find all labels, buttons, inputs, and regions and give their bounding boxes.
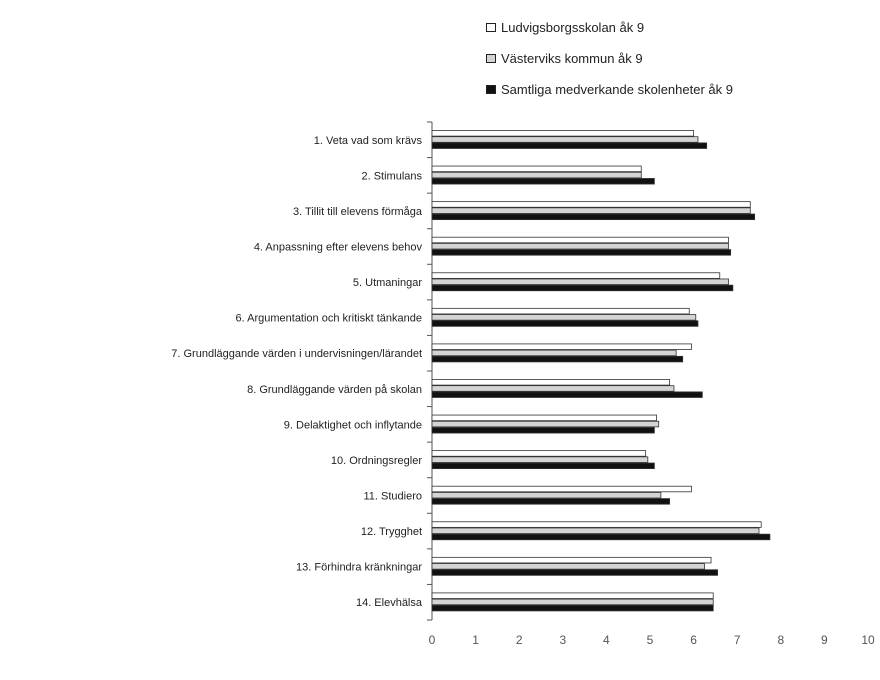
bar bbox=[431, 136, 699, 143]
bar bbox=[431, 284, 734, 292]
category-label: 10. Ordningsregler bbox=[331, 455, 422, 467]
x-tick-label: 9 bbox=[821, 633, 828, 647]
x-tick-label: 6 bbox=[690, 633, 697, 647]
category-label: 2. Stimulans bbox=[361, 170, 422, 182]
legend-label: Ludvigsborgsskolan åk 9 bbox=[501, 20, 645, 35]
category-label: 9. Delaktighet och inflytande bbox=[284, 419, 422, 431]
category-label: 4. Anpassning efter elevens behov bbox=[254, 242, 423, 254]
category-label: 6. Argumentation och kritiskt tänkande bbox=[236, 313, 423, 325]
x-tick-label: 5 bbox=[647, 633, 654, 647]
bar bbox=[431, 556, 712, 564]
bar bbox=[431, 379, 671, 386]
bar bbox=[431, 569, 718, 576]
bar bbox=[431, 414, 657, 422]
bar bbox=[431, 201, 751, 208]
bar bbox=[431, 498, 671, 505]
category-label: 7. Grundläggande värden i undervisningen… bbox=[171, 348, 422, 360]
bar bbox=[431, 604, 714, 612]
category-label: 12. Trygghet bbox=[361, 526, 422, 538]
x-tick-label: 0 bbox=[429, 633, 436, 647]
bar bbox=[431, 343, 692, 350]
bar bbox=[431, 485, 692, 493]
bar bbox=[431, 178, 655, 185]
bar bbox=[431, 130, 695, 137]
bar bbox=[431, 533, 771, 541]
bar bbox=[431, 349, 677, 357]
bar bbox=[431, 171, 642, 179]
legend-swatch-samtliga bbox=[486, 85, 496, 94]
legend-label: Västerviks kommun åk 9 bbox=[501, 51, 643, 66]
bar bbox=[431, 563, 705, 570]
x-tick-label: 8 bbox=[777, 633, 784, 647]
x-tick-label: 10 bbox=[861, 633, 875, 647]
bar bbox=[431, 278, 729, 285]
bar bbox=[431, 314, 697, 321]
bar bbox=[431, 527, 760, 534]
x-tick-label: 1 bbox=[472, 633, 479, 647]
legend-swatch-vasterviks-kommun bbox=[486, 54, 496, 63]
bar bbox=[431, 272, 721, 279]
bar bbox=[431, 450, 647, 457]
bar bbox=[431, 320, 699, 327]
bar bbox=[431, 598, 714, 606]
bar bbox=[431, 242, 729, 250]
bar bbox=[431, 592, 714, 599]
bar bbox=[431, 420, 660, 428]
bar bbox=[431, 491, 662, 499]
bar bbox=[431, 249, 732, 256]
category-label: 11. Studiero bbox=[363, 491, 422, 503]
bar bbox=[431, 427, 655, 434]
bar bbox=[431, 213, 756, 221]
category-label: 14. Elevhälsa bbox=[356, 597, 423, 609]
x-tick-label: 7 bbox=[734, 633, 741, 647]
category-label: 8. Grundläggande värden på skolan bbox=[247, 384, 422, 396]
x-tick-label: 4 bbox=[603, 633, 610, 647]
bar bbox=[431, 521, 762, 528]
legend-swatch-ludvigsborgsskolan bbox=[486, 23, 496, 32]
bar bbox=[431, 355, 684, 363]
bar bbox=[431, 456, 649, 463]
category-label: 3. Tillit till elevens förmåga bbox=[293, 206, 423, 218]
legend-label: Samtliga medverkande skolenheter åk 9 bbox=[501, 82, 733, 97]
bar bbox=[431, 462, 655, 470]
legend-item: Västerviks kommun åk 9 bbox=[486, 43, 733, 74]
bar bbox=[431, 385, 675, 392]
bar bbox=[431, 236, 729, 244]
bar bbox=[431, 391, 703, 398]
x-tick-label: 2 bbox=[516, 633, 523, 647]
legend-item: Ludvigsborgsskolan åk 9 bbox=[486, 12, 733, 43]
category-label: 5. Utmaningar bbox=[353, 277, 422, 289]
category-label: 13. Förhindra kränkningar bbox=[296, 562, 422, 574]
bar bbox=[431, 207, 751, 214]
bar bbox=[431, 165, 642, 173]
legend-item: Samtliga medverkande skolenheter åk 9 bbox=[486, 74, 733, 105]
category-label: 1. Veta vad som krävs bbox=[314, 135, 423, 147]
legend: Ludvigsborgsskolan åk 9 Västerviks kommu… bbox=[486, 12, 733, 105]
x-tick-label: 3 bbox=[559, 633, 566, 647]
bar bbox=[431, 307, 690, 315]
bar bbox=[431, 142, 708, 149]
